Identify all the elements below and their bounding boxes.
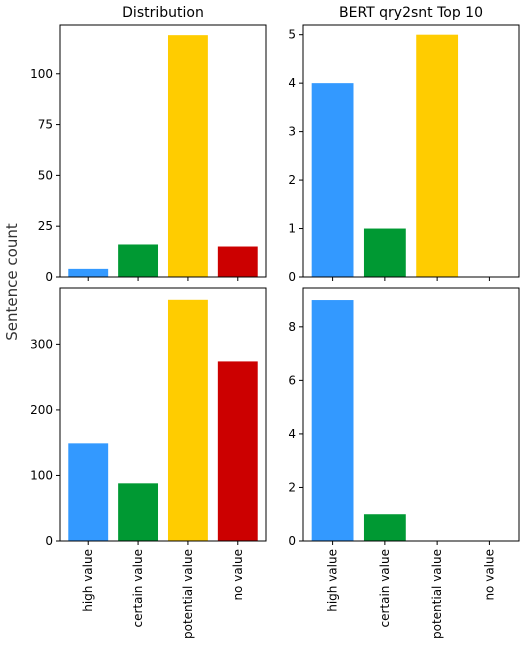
bar-certain-value bbox=[363, 228, 406, 277]
x-tick-label: high value bbox=[326, 549, 340, 612]
y-tick-label: 0 bbox=[288, 534, 296, 548]
bar-certain-value bbox=[118, 483, 159, 541]
x-tick-label: no value bbox=[231, 549, 245, 601]
y-tick-label: 8 bbox=[288, 320, 296, 334]
y-tick-label: 300 bbox=[30, 337, 53, 351]
bar-high-value bbox=[311, 83, 354, 278]
y-tick-label: 4 bbox=[288, 427, 296, 441]
y-tick-label: 1 bbox=[288, 222, 296, 236]
subplot-2: 0 1 2 3 4 5 BERT qry2snt Top 10 bbox=[288, 5, 520, 284]
x-tick-label: potential value bbox=[181, 549, 195, 639]
x-tick-label: certain value bbox=[131, 549, 145, 628]
y-tick-label: 200 bbox=[30, 403, 53, 417]
y-tick-label: 100 bbox=[30, 468, 53, 482]
axes-frame bbox=[302, 24, 520, 278]
bar-high-value bbox=[68, 268, 109, 277]
x-tick-label: potential value bbox=[430, 549, 444, 639]
y-tick-label: 2 bbox=[288, 173, 296, 187]
bar-potential-value bbox=[167, 35, 208, 277]
y-tick-label: 0 bbox=[288, 270, 296, 284]
bar-potential-value bbox=[416, 34, 459, 277]
y-tick-label: 4 bbox=[288, 76, 296, 90]
x-tick-label: high value bbox=[81, 549, 95, 612]
y-tick-label: 25 bbox=[38, 219, 53, 233]
figure-y-axis-label: Sentence count bbox=[3, 223, 21, 341]
axes-frame bbox=[59, 24, 267, 278]
bar-no-value bbox=[217, 361, 258, 541]
y-tick-label: 2 bbox=[288, 480, 296, 494]
y-tick-label: 3 bbox=[288, 125, 296, 139]
y-tick-label: 6 bbox=[288, 373, 296, 387]
subplot-1: 0 25 50 75 100 Distribution bbox=[30, 5, 267, 284]
subplot-title: Distribution bbox=[122, 5, 204, 21]
subplot-3: high value certain value potential value no… bbox=[30, 287, 267, 639]
x-tick-label: certain value bbox=[378, 549, 392, 628]
axes-frame bbox=[59, 287, 267, 542]
axes-frame bbox=[302, 287, 520, 542]
y-tick-label: 50 bbox=[38, 168, 53, 182]
bar-certain-value bbox=[118, 244, 159, 277]
subplot-title: BERT qry2snt Top 10 bbox=[339, 5, 483, 21]
y-tick-label: 0 bbox=[45, 270, 53, 284]
y-tick-label: 5 bbox=[288, 28, 296, 42]
bar-high-value bbox=[68, 443, 109, 541]
x-tick-label: no value bbox=[482, 549, 496, 601]
y-tick-label: 0 bbox=[45, 534, 53, 548]
subplot-4: high value certain value potential value no… bbox=[288, 287, 520, 639]
bar-certain-value bbox=[363, 514, 406, 541]
y-tick-label: 100 bbox=[30, 67, 53, 81]
bar-potential-value bbox=[167, 299, 208, 541]
bar-no-value bbox=[217, 246, 258, 277]
y-tick-label: 75 bbox=[38, 118, 53, 132]
bar-high-value bbox=[311, 300, 354, 541]
